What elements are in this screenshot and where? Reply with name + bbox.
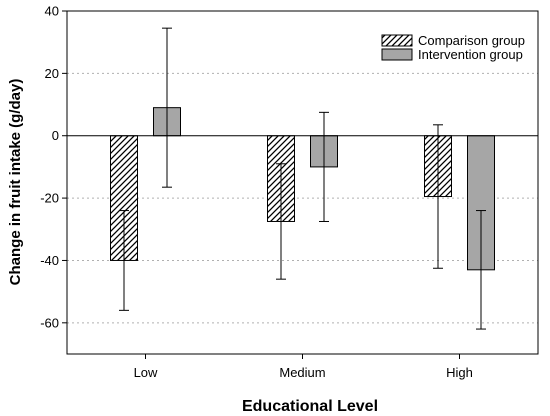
bars [110, 107, 495, 271]
legend-swatch [381, 48, 413, 61]
x-axis-label: Educational Level [242, 398, 378, 415]
y-tick-label: -60 [40, 315, 59, 330]
y-tick-label: 0 [52, 128, 59, 143]
x-tick-label: Low [134, 365, 158, 380]
y-tick-label: -40 [40, 253, 59, 268]
y-tick-label: 20 [45, 66, 59, 81]
axes: 40 20 0 -20 -40 -60 Low Medium High [40, 4, 539, 380]
error-bars [119, 27, 486, 330]
legend-label: Comparison group [418, 33, 525, 48]
y-tick-label: 40 [45, 4, 59, 19]
y-tick-label: -20 [40, 191, 59, 206]
x-tick-label: High [446, 365, 473, 380]
legend-label: Intervention group [418, 47, 523, 62]
legend-swatch [381, 34, 413, 47]
y-axis-label: Change in fruit intake (g/day) [7, 79, 24, 286]
x-tick-label: Medium [279, 365, 325, 380]
